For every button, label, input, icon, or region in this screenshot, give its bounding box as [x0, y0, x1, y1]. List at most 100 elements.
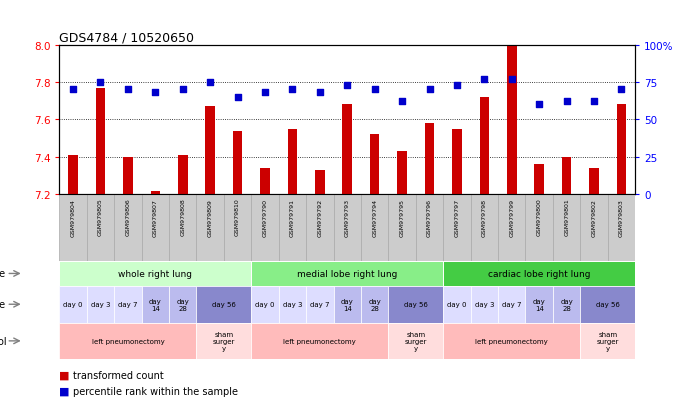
Text: GSM979797: GSM979797	[454, 198, 459, 236]
Bar	[169, 286, 196, 323]
Bar	[288, 130, 297, 195]
Bar	[279, 286, 306, 323]
Bar	[397, 152, 407, 195]
Text: GSM979800: GSM979800	[537, 198, 542, 236]
Bar	[59, 261, 251, 286]
Point	[369, 87, 380, 94]
Text: GSM979804: GSM979804	[70, 198, 75, 236]
Point	[534, 102, 545, 109]
Text: GDS4784 / 10520650: GDS4784 / 10520650	[59, 31, 194, 44]
Bar	[205, 107, 215, 195]
Text: day 7: day 7	[502, 301, 521, 308]
Bar	[443, 323, 580, 359]
Text: medial lobe right lung: medial lobe right lung	[297, 269, 397, 278]
Bar	[470, 195, 498, 261]
Bar	[59, 195, 87, 261]
Point	[260, 90, 271, 97]
Bar	[580, 195, 608, 261]
Text: day 0: day 0	[255, 301, 275, 308]
Bar	[169, 195, 196, 261]
Bar	[443, 286, 470, 323]
Bar	[443, 261, 635, 286]
Text: sham
surger
y: sham surger y	[405, 331, 427, 351]
Bar	[96, 88, 105, 195]
Text: left pneumonectomy: left pneumonectomy	[283, 338, 356, 344]
Text: GSM979810: GSM979810	[235, 198, 240, 236]
Text: GSM979794: GSM979794	[372, 198, 377, 236]
Bar	[480, 98, 489, 195]
Bar	[343, 105, 352, 195]
Point	[424, 87, 435, 94]
Bar	[553, 286, 580, 323]
Point	[396, 99, 408, 106]
Point	[342, 83, 352, 89]
Bar	[562, 157, 572, 195]
Bar	[251, 195, 279, 261]
Bar	[59, 286, 87, 323]
Text: GSM979791: GSM979791	[290, 198, 295, 236]
Bar	[151, 191, 160, 195]
Text: day
14: day 14	[341, 298, 354, 311]
Text: GSM979805: GSM979805	[98, 198, 103, 236]
Text: day 7: day 7	[118, 301, 138, 308]
Bar	[526, 286, 553, 323]
Bar	[388, 286, 443, 323]
Bar	[526, 195, 553, 261]
Text: day 56: day 56	[404, 301, 428, 308]
Bar	[68, 156, 78, 195]
Text: left pneumonectomy: left pneumonectomy	[475, 338, 548, 344]
Bar	[279, 195, 306, 261]
Text: sham
surger
y: sham surger y	[597, 331, 619, 351]
Point	[68, 87, 79, 94]
Text: sham
surger
y: sham surger y	[213, 331, 235, 351]
Bar	[608, 195, 635, 261]
Bar	[178, 156, 188, 195]
Point	[314, 90, 325, 97]
Bar	[224, 195, 251, 261]
Bar	[535, 165, 544, 195]
Point	[506, 76, 517, 83]
Text: GSM979806: GSM979806	[126, 198, 131, 236]
Text: day 3: day 3	[475, 301, 494, 308]
Text: GSM979796: GSM979796	[427, 198, 432, 236]
Text: GSM979809: GSM979809	[207, 198, 213, 236]
Point	[452, 83, 463, 89]
Text: left pneumonectomy: left pneumonectomy	[91, 338, 164, 344]
Bar	[196, 195, 224, 261]
Point	[122, 87, 133, 94]
Bar	[251, 261, 443, 286]
Point	[232, 95, 243, 101]
Text: transformed count: transformed count	[73, 370, 164, 380]
Text: day
14: day 14	[149, 298, 162, 311]
Bar	[114, 195, 142, 261]
Text: GSM979808: GSM979808	[180, 198, 185, 236]
Bar	[87, 286, 114, 323]
Bar	[580, 323, 635, 359]
Bar	[334, 195, 361, 261]
Text: GSM979790: GSM979790	[262, 198, 267, 236]
Bar	[589, 169, 599, 195]
Bar	[361, 286, 388, 323]
Point	[561, 99, 572, 106]
Point	[616, 87, 627, 94]
Point	[287, 87, 298, 94]
Bar	[370, 135, 380, 195]
Text: percentile rank within the sample: percentile rank within the sample	[73, 386, 238, 396]
Text: GSM979792: GSM979792	[318, 198, 322, 236]
Text: day 3: day 3	[91, 301, 110, 308]
Text: time: time	[0, 299, 6, 309]
Bar	[498, 195, 526, 261]
Point	[588, 99, 600, 106]
Bar	[315, 171, 325, 195]
Bar	[470, 286, 498, 323]
Text: day 3: day 3	[283, 301, 302, 308]
Text: protocol: protocol	[0, 336, 6, 346]
Text: ■: ■	[59, 370, 70, 380]
Bar	[196, 323, 251, 359]
Text: GSM979807: GSM979807	[153, 198, 158, 236]
Text: day 0: day 0	[64, 301, 83, 308]
Bar	[443, 195, 470, 261]
Bar	[142, 286, 169, 323]
Text: day
28: day 28	[177, 298, 189, 311]
Text: day 0: day 0	[447, 301, 467, 308]
